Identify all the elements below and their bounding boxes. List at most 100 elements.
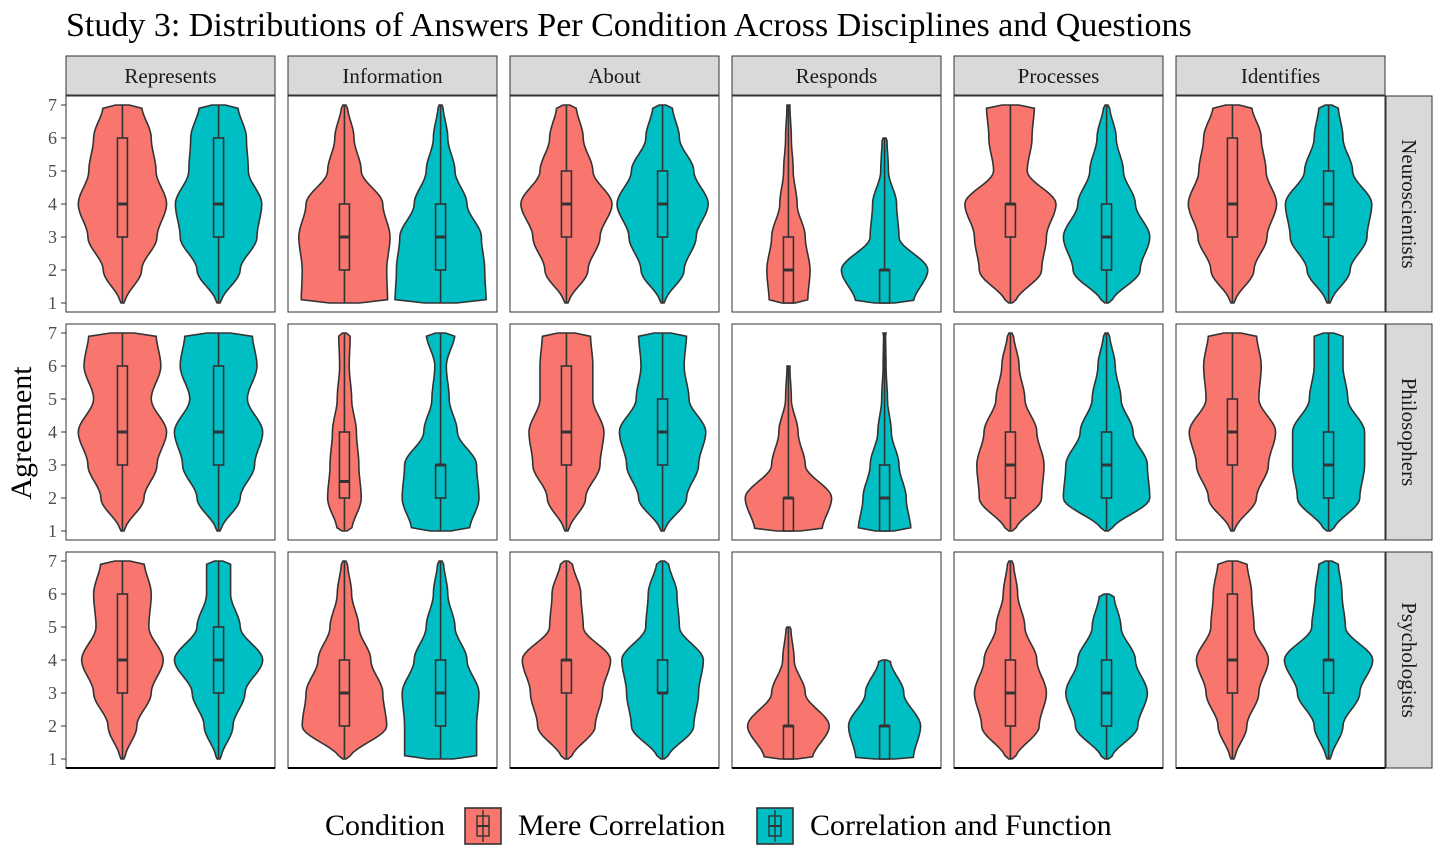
iqr-box — [1226, 593, 1239, 694]
column-strip-box — [731, 55, 942, 96]
legend: Condition Mere Correlation Correlation an… — [325, 807, 1112, 845]
iqr-box — [338, 431, 351, 499]
column-strip-label: Information — [342, 64, 443, 88]
violin-correlation-and-function — [1064, 593, 1149, 760]
column-strip-label: Identifies — [1241, 64, 1320, 88]
iqr-box — [116, 137, 129, 238]
violin-mere-correlation — [297, 104, 391, 304]
legend-title: Condition — [325, 809, 445, 842]
violin-mere-correlation — [521, 560, 612, 760]
iqr-box — [116, 365, 129, 466]
column-strip-responds: Responds — [731, 55, 942, 96]
panel-neuroscientists-identifies — [1175, 95, 1386, 313]
panel-psychologists-represents — [65, 551, 276, 769]
row-strip-label: Neuroscientists — [1397, 139, 1421, 268]
y-tick-label: 3 — [48, 227, 57, 247]
panel-neuroscientists-processes — [953, 95, 1164, 313]
iqr-box — [212, 137, 225, 238]
row-strip-box — [1385, 95, 1433, 313]
y-tick-label: 7 — [48, 95, 57, 115]
iqr-box — [434, 464, 447, 499]
row-strip-label: Psychologists — [1397, 602, 1421, 718]
column-strip-box — [953, 55, 1164, 96]
y-tick-label: 1 — [48, 521, 57, 541]
violin-mere-correlation — [973, 560, 1048, 760]
y-tick-label: 2 — [48, 260, 57, 280]
y-tick-label: 6 — [48, 356, 57, 376]
y-tick-label: 5 — [48, 161, 57, 181]
panel-philosophers-responds — [731, 323, 942, 541]
y-tick-label: 7 — [48, 551, 57, 571]
panel-philosophers-processes — [953, 323, 1164, 541]
violin-mere-correlation — [1187, 104, 1278, 304]
column-strip-label: Processes — [1018, 64, 1100, 88]
panel-neuroscientists-information — [287, 95, 498, 313]
violin-correlation-and-function — [173, 560, 264, 760]
violin-correlation-and-function — [173, 332, 264, 532]
violin-correlation-and-function — [1284, 104, 1373, 304]
violin-mere-correlation — [746, 626, 831, 760]
iqr-box — [878, 269, 891, 304]
panel-psychologists-identifies — [1175, 551, 1386, 769]
legend-entries: Mere Correlation Correlation and Function — [464, 807, 1112, 845]
y-axis-label: Agreement — [5, 366, 38, 500]
violin-correlation-and-function — [1283, 560, 1374, 760]
y-tick-label: 3 — [48, 683, 57, 703]
violin-mere-correlation — [963, 104, 1057, 304]
y-tick-label: 5 — [48, 617, 57, 637]
column-strip-represents: Represents — [65, 55, 276, 96]
iqr-box — [878, 725, 891, 760]
column-strip-box — [509, 55, 720, 96]
y-tick-label: 2 — [48, 488, 57, 508]
row-strip-box — [1385, 323, 1433, 541]
column-strip-identifies: Identifies — [1175, 55, 1386, 96]
y-tick-label: 6 — [48, 128, 57, 148]
legend-entry-mere-correlation: Mere Correlation — [464, 807, 725, 845]
column-strip-information: Information — [287, 55, 498, 96]
iqr-box — [1226, 137, 1239, 238]
violin-mere-correlation — [528, 332, 605, 532]
row-strip-label: Philosophers — [1397, 378, 1421, 487]
y-axis-psychologists: 1 2 3 4 5 6 7 — [48, 551, 66, 769]
y-axis-philosophers: 1 2 3 4 5 6 7 — [48, 323, 66, 541]
panel-philosophers-identifies — [1175, 323, 1386, 541]
panel-neuroscientists-about — [509, 95, 720, 313]
y-tick-label: 3 — [48, 455, 57, 475]
violin-mere-correlation — [1188, 332, 1277, 532]
violin-mere-correlation — [80, 560, 165, 760]
violin-mere-correlation — [326, 332, 362, 532]
column-strip-label: Represents — [124, 64, 216, 88]
violin-mere-correlation — [77, 104, 168, 304]
y-tick-label: 7 — [48, 323, 57, 343]
violin-correlation-and-function — [1062, 104, 1151, 304]
iqr-box — [782, 497, 795, 532]
panel-neuroscientists-responds — [731, 95, 942, 313]
panel-philosophers-information — [287, 323, 498, 541]
y-tick-label: 2 — [48, 716, 57, 736]
violin-mere-correlation — [301, 560, 388, 760]
iqr-box — [116, 593, 129, 694]
violin-correlation-and-function — [618, 332, 707, 532]
violin-mere-correlation — [77, 332, 168, 532]
violin-correlation-and-function — [857, 332, 912, 532]
column-strip-processes: Processes — [953, 55, 1164, 96]
violin-correlation-and-function — [174, 104, 263, 304]
column-strip-label: Responds — [796, 64, 878, 88]
iqr-box — [656, 659, 669, 694]
legend-label: Mere Correlation — [518, 809, 725, 842]
chart-title: Study 3: Distributions of Answers Per Co… — [66, 7, 1192, 44]
violin-mere-correlation — [765, 104, 811, 304]
violin-mere-correlation — [1195, 560, 1270, 760]
violin-correlation-and-function — [401, 332, 480, 532]
panel-psychologists-processes — [953, 551, 1164, 769]
iqr-box — [560, 365, 573, 466]
iqr-box — [782, 725, 795, 760]
column-strip-box — [287, 55, 498, 96]
legend-label: Correlation and Function — [810, 809, 1112, 842]
violin-mere-correlation — [975, 332, 1045, 532]
panel-psychologists-responds — [731, 551, 942, 769]
panels-layer: Represents Information About Responds Proces… — [48, 55, 1433, 769]
row-strip-box — [1385, 551, 1433, 769]
